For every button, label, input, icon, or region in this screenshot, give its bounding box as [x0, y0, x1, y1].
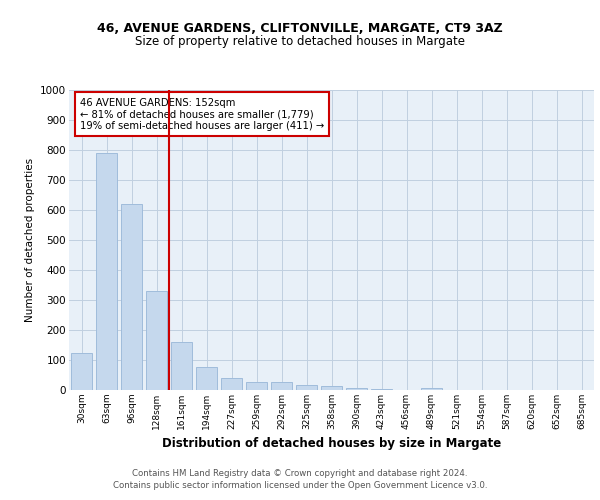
Bar: [346, 388, 367, 390]
Text: Size of property relative to detached houses in Margate: Size of property relative to detached ho…: [135, 35, 465, 48]
Text: 46, AVENUE GARDENS, CLIFTONVILLE, MARGATE, CT9 3AZ: 46, AVENUE GARDENS, CLIFTONVILLE, MARGAT…: [97, 22, 503, 36]
Bar: [246, 382, 267, 390]
Bar: [171, 342, 192, 390]
Bar: [321, 386, 342, 390]
Bar: [146, 291, 167, 390]
Bar: [221, 378, 242, 390]
Bar: [371, 388, 392, 390]
Bar: [196, 366, 217, 390]
Text: Contains HM Land Registry data © Crown copyright and database right 2024.
Contai: Contains HM Land Registry data © Crown c…: [113, 468, 487, 490]
Text: 46 AVENUE GARDENS: 152sqm
← 81% of detached houses are smaller (1,779)
19% of se: 46 AVENUE GARDENS: 152sqm ← 81% of detac…: [79, 98, 324, 130]
Bar: [121, 204, 142, 390]
Bar: [96, 153, 117, 390]
Y-axis label: Number of detached properties: Number of detached properties: [25, 158, 35, 322]
X-axis label: Distribution of detached houses by size in Margate: Distribution of detached houses by size …: [162, 438, 501, 450]
Bar: [71, 352, 92, 390]
Bar: [296, 384, 317, 390]
Bar: [421, 388, 442, 390]
Bar: [271, 382, 292, 390]
